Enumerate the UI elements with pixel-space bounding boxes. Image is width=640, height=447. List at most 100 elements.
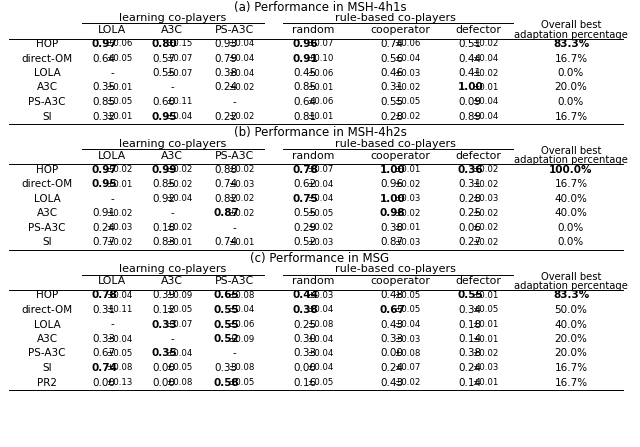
Text: ±0.01: ±0.01 [394, 223, 420, 232]
Text: 1.00: 1.00 [380, 194, 405, 204]
Text: ±0.11: ±0.11 [166, 97, 193, 106]
Text: 0.31: 0.31 [381, 83, 404, 93]
Text: ±0.04: ±0.04 [307, 180, 334, 189]
Text: 0.24: 0.24 [214, 83, 238, 93]
Text: defector: defector [455, 151, 501, 161]
Text: ±0.04: ±0.04 [307, 194, 334, 203]
Text: PS-A3C: PS-A3C [214, 151, 253, 161]
Text: ±0.01: ±0.01 [106, 112, 132, 121]
Text: ±0.15: ±0.15 [166, 39, 193, 49]
Text: ±0.03: ±0.03 [394, 334, 420, 343]
Text: SI: SI [42, 111, 52, 122]
Text: ±0.01: ±0.01 [472, 320, 499, 329]
Text: 16.7%: 16.7% [554, 363, 588, 373]
Text: ±0.06: ±0.06 [394, 39, 420, 49]
Text: 0.97: 0.97 [92, 165, 117, 175]
Text: ±0.02: ±0.02 [106, 238, 132, 247]
Text: -: - [232, 223, 236, 233]
Text: ±0.04: ±0.04 [307, 305, 334, 315]
Text: ±0.04: ±0.04 [106, 291, 132, 300]
Text: rule-based co-players: rule-based co-players [335, 13, 456, 23]
Text: ±0.05: ±0.05 [106, 54, 132, 63]
Text: direct-OM: direct-OM [21, 179, 72, 189]
Text: ±0.02: ±0.02 [472, 39, 499, 49]
Text: adaptation percentage: adaptation percentage [514, 281, 628, 291]
Text: 0.56: 0.56 [381, 54, 404, 63]
Text: 0.99: 0.99 [152, 165, 177, 175]
Text: ±0.03: ±0.03 [472, 363, 499, 372]
Text: 0.38: 0.38 [292, 305, 318, 315]
Text: 0.35: 0.35 [93, 83, 116, 93]
Text: (b) Performance in MSH-4h2s: (b) Performance in MSH-4h2s [234, 126, 406, 139]
Text: ±0.02: ±0.02 [228, 83, 255, 92]
Text: 20.0%: 20.0% [555, 334, 588, 344]
Text: 40.0%: 40.0% [555, 320, 588, 329]
Text: ±0.08: ±0.08 [106, 363, 132, 372]
Text: PS-A3C: PS-A3C [214, 25, 253, 35]
Text: 0.48: 0.48 [381, 291, 404, 300]
Text: 0.33: 0.33 [381, 334, 404, 344]
Text: ±0.02: ±0.02 [394, 83, 420, 92]
Text: 0.97: 0.97 [92, 39, 117, 49]
Text: 0.39: 0.39 [153, 291, 176, 300]
Text: 0.00: 0.00 [93, 378, 116, 388]
Text: ±0.09: ±0.09 [166, 291, 193, 300]
Text: ±0.02: ±0.02 [228, 194, 255, 203]
Text: 0.79: 0.79 [214, 54, 238, 63]
Text: 0.14: 0.14 [459, 334, 482, 344]
Text: 0.91: 0.91 [292, 54, 318, 63]
Text: 16.7%: 16.7% [554, 179, 588, 189]
Text: 0.55: 0.55 [381, 97, 404, 107]
Text: 0.33: 0.33 [214, 363, 238, 373]
Text: ±0.01: ±0.01 [472, 291, 499, 300]
Text: 0.16: 0.16 [294, 378, 317, 388]
Text: 0.44: 0.44 [459, 54, 482, 63]
Text: LOLA: LOLA [98, 25, 126, 35]
Text: LOLA: LOLA [98, 151, 126, 161]
Text: ±0.05: ±0.05 [394, 97, 420, 106]
Text: ±0.04: ±0.04 [307, 349, 334, 358]
Text: (a) Performance in MSH-4h1s: (a) Performance in MSH-4h1s [234, 0, 406, 13]
Text: 0.0%: 0.0% [558, 223, 584, 233]
Text: ±0.05: ±0.05 [307, 378, 334, 387]
Text: 83.3%: 83.3% [553, 39, 589, 49]
Text: -: - [110, 194, 114, 204]
Text: 0.28: 0.28 [459, 194, 482, 204]
Text: ±0.04: ±0.04 [394, 54, 420, 63]
Text: A3C: A3C [161, 277, 183, 287]
Text: ±0.04: ±0.04 [166, 349, 193, 358]
Text: 0.60: 0.60 [153, 97, 176, 107]
Text: ±0.04: ±0.04 [394, 320, 420, 329]
Text: 0.00: 0.00 [381, 349, 404, 358]
Text: SI: SI [42, 363, 52, 373]
Text: 0.95: 0.95 [92, 179, 117, 189]
Text: ±0.03: ±0.03 [394, 194, 420, 203]
Text: (c) Performance in MSG: (c) Performance in MSG [250, 252, 390, 265]
Text: 0.46: 0.46 [381, 68, 404, 78]
Text: 0.85: 0.85 [93, 97, 116, 107]
Text: ±0.04: ±0.04 [228, 54, 255, 63]
Text: 20.0%: 20.0% [555, 349, 588, 358]
Text: 0.87: 0.87 [381, 237, 404, 247]
Text: ±0.01: ±0.01 [166, 238, 193, 247]
Text: ±0.02: ±0.02 [394, 378, 420, 387]
Text: ±0.06: ±0.06 [307, 68, 334, 77]
Text: 0.96: 0.96 [292, 39, 318, 49]
Text: direct-OM: direct-OM [21, 305, 72, 315]
Text: ±0.02: ±0.02 [472, 238, 499, 247]
Text: ±0.03: ±0.03 [394, 238, 420, 247]
Text: ±0.05: ±0.05 [307, 209, 334, 218]
Text: ±0.04: ±0.04 [228, 39, 255, 49]
Text: ±0.01: ±0.01 [472, 334, 499, 343]
Text: ±0.02: ±0.02 [106, 209, 132, 218]
Text: ±0.05: ±0.05 [472, 305, 499, 315]
Text: 0.12: 0.12 [153, 305, 176, 315]
Text: 0.38: 0.38 [381, 223, 404, 233]
Text: ±0.03: ±0.03 [228, 180, 255, 189]
Text: 0.74: 0.74 [92, 363, 117, 373]
Text: defector: defector [455, 277, 501, 287]
Text: ±0.02: ±0.02 [394, 209, 420, 218]
Text: ±0.03: ±0.03 [307, 291, 334, 300]
Text: 0.28: 0.28 [381, 111, 404, 122]
Text: 0.55: 0.55 [213, 305, 239, 315]
